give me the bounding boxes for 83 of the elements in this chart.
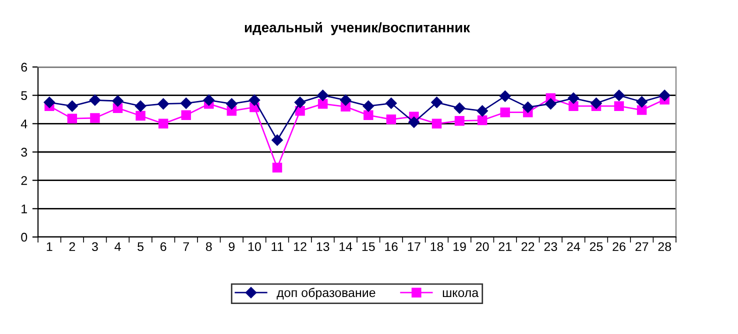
point [454,102,466,114]
y-tick-label: 1 [22,204,27,214]
x-tick-label: 20 [476,242,489,252]
y-tick-label: 6 [21,62,28,72]
y-tick-label: 3 [21,148,28,157]
x-tick-label: 10 [248,242,261,252]
point [500,90,511,102]
y-tick-label: 4 [20,120,28,128]
point [362,100,374,112]
x-tick-label: 17 [408,242,420,251]
x-tick-label: 13 [316,242,330,252]
point [272,134,283,146]
x-tick-label: 18 [430,242,444,252]
point [386,98,397,109]
point [136,110,146,121]
y-tick-label: 5 [21,91,28,100]
point [545,98,556,110]
x-tick-label: 6 [160,242,166,252]
point [112,95,124,107]
point [317,90,328,101]
point [408,116,420,128]
point [90,113,100,123]
point [226,98,238,110]
point [477,115,488,126]
point [158,118,168,129]
point [203,94,214,106]
point [318,98,328,109]
x-tick-label: 21 [498,242,512,251]
point [636,96,648,108]
point [248,94,260,106]
point [500,107,510,118]
point [522,102,534,113]
point [454,116,464,126]
point [44,96,55,108]
x-tick-label: 7 [183,242,189,251]
point [364,110,374,120]
x-tick-label: 12 [294,242,306,251]
x-tick-label: 3 [92,242,98,252]
x-tick-label: 4 [114,242,121,251]
y-tick-label: 0 [21,232,28,242]
point [476,105,488,117]
x-tick-label: 22 [522,242,534,251]
point [659,90,670,101]
x-tick-label: 25 [590,242,603,252]
point [340,94,352,106]
point [89,94,101,106]
x-tick-label: 11 [272,242,284,251]
point [614,101,624,111]
x-tick-label: 9 [228,242,235,252]
point [431,96,442,108]
point [636,105,647,115]
point [158,98,169,110]
point [568,92,580,104]
point [67,114,78,124]
point [180,98,192,109]
point [568,101,578,111]
point [590,98,602,109]
point [272,162,282,172]
point [295,106,305,116]
point [432,118,442,129]
x-tick-label: 1 [46,242,52,251]
x-tick-label: 23 [544,242,558,252]
x-tick-label: 5 [138,242,144,252]
y-tick-label: 2 [21,176,27,185]
point [294,96,306,108]
point [386,114,396,124]
point [134,100,146,112]
x-tick-label: 28 [658,242,672,252]
legend-label: доп образование [276,288,376,300]
x-tick-label: 24 [567,242,580,251]
x-tick-label: 16 [385,242,398,252]
x-tick-label: 2 [69,242,76,251]
x-tick-label: 27 [636,242,648,251]
point [181,110,191,120]
x-tick-label: 8 [206,242,212,252]
point [613,90,625,101]
x-tick-label: 19 [454,242,466,252]
x-tick-label: 14 [340,242,352,251]
x-tick-label: 15 [362,242,375,252]
x-tick-label: 26 [612,242,626,252]
legend-label: школа [442,290,479,298]
point [66,100,78,112]
chart-title: идеальный ученик/воспитанник [244,22,470,36]
